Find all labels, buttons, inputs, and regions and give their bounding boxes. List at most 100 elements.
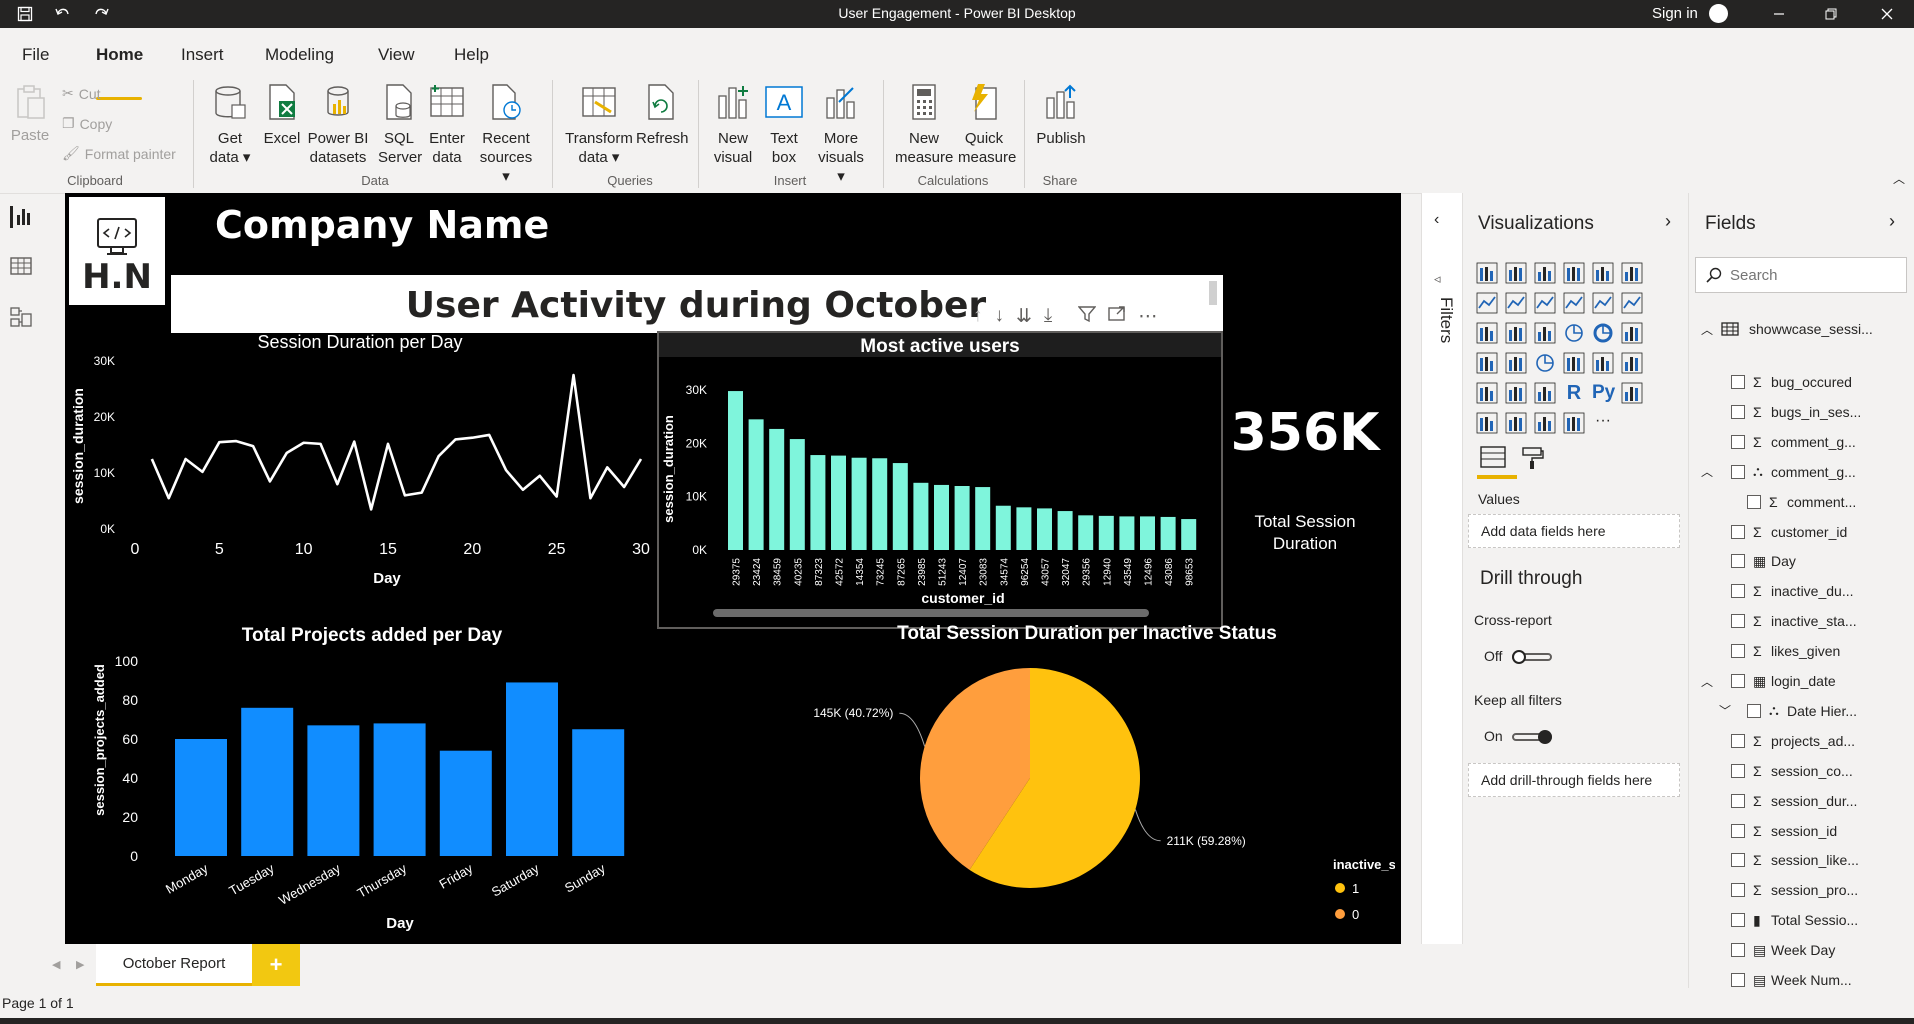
qa-icon[interactable] (1505, 412, 1527, 434)
values-drop-well[interactable]: Add data fields here (1468, 514, 1680, 548)
drill-down-icon[interactable]: ↓ (994, 305, 1005, 326)
expand-fields-icon[interactable]: › (1889, 211, 1895, 231)
100-bar-icon[interactable] (1592, 262, 1614, 284)
tab-view[interactable]: View (378, 45, 415, 64)
drill-through-drop-well[interactable]: Add drill-through fields here (1468, 763, 1680, 797)
minimize-icon[interactable] (1756, 0, 1802, 28)
more-visuals-icon[interactable]: ··· (1595, 412, 1611, 429)
more-visuals-button[interactable]: More visuals ▾ (814, 84, 868, 186)
most-active-users-visual[interactable] (657, 331, 1223, 629)
heading-textbox[interactable]: User Activity during October (171, 275, 1223, 333)
publish-button[interactable]: Publish (1034, 84, 1088, 148)
stacked-area-icon[interactable] (1534, 292, 1556, 314)
collapse-filters-icon[interactable]: ‹ (1434, 211, 1440, 228)
tab-modeling[interactable]: Modeling (265, 45, 334, 64)
field-item[interactable]: ▦ Day (1689, 546, 1914, 576)
field-checkbox[interactable] (1731, 973, 1745, 987)
textbox-scrollbar[interactable] (1209, 281, 1217, 305)
gauge-icon[interactable] (1534, 352, 1556, 374)
refresh-button[interactable]: Refresh (636, 84, 689, 148)
chevron-up-icon[interactable]: ︿ (1701, 674, 1714, 689)
tab-home[interactable]: Home (96, 45, 144, 64)
new-visual-button[interactable]: New visual (711, 84, 755, 167)
filled-map-icon[interactable] (1505, 352, 1527, 374)
field-checkbox[interactable] (1731, 943, 1745, 958)
report-view-icon[interactable] (10, 206, 32, 228)
power-bi-datasets-button[interactable]: Power BI datasets (306, 84, 370, 167)
focus-mode-icon[interactable] (1108, 305, 1126, 329)
search-input[interactable] (1730, 266, 1900, 284)
expand-all-icon[interactable]: ⇊ (1016, 306, 1032, 327)
text-box-button[interactable]: A Text box (762, 84, 806, 167)
filters-label[interactable]: Filters (1437, 297, 1456, 344)
enter-data-button[interactable]: Enter data (426, 84, 468, 167)
line-column-icon[interactable] (1563, 292, 1585, 314)
tab-insert[interactable]: Insert (181, 45, 224, 64)
treemap-icon[interactable] (1621, 322, 1643, 344)
field-item[interactable]: ▤ Week Num... (1689, 965, 1914, 995)
table-icon[interactable] (1505, 382, 1527, 404)
field-checkbox[interactable] (1731, 853, 1745, 868)
add-page-button[interactable]: + (252, 944, 300, 986)
field-item[interactable]: ︿ ▦ login_date (1689, 666, 1914, 696)
waterfall-icon[interactable] (1476, 322, 1498, 344)
format-paint-roller-icon[interactable] (1519, 445, 1549, 471)
clustered-column-icon[interactable] (1563, 262, 1585, 284)
field-checkbox[interactable] (1747, 703, 1761, 718)
donut-icon[interactable] (1592, 322, 1614, 344)
field-checkbox[interactable] (1731, 913, 1745, 928)
clustered-bar-icon[interactable] (1534, 262, 1556, 284)
sign-in-link[interactable]: Sign in (1652, 5, 1698, 22)
expand-hierarchy-icon[interactable]: ⤓ (1043, 305, 1053, 326)
cut-button[interactable]: ✂ Cut (62, 85, 101, 102)
expand-visualizations-icon[interactable]: › (1665, 211, 1671, 231)
multirow-card-icon[interactable] (1592, 352, 1614, 374)
field-checkbox[interactable] (1731, 674, 1745, 688)
card-icon[interactable] (1563, 352, 1585, 374)
avatar[interactable] (1709, 4, 1728, 23)
field-checkbox[interactable] (1731, 584, 1745, 599)
get-data-button[interactable]: Get data ▾ (206, 84, 254, 167)
save-icon[interactable] (11, 2, 39, 26)
field-checkbox[interactable] (1731, 524, 1745, 539)
field-item[interactable]: ︿ ⛬ comment_g... (1689, 457, 1914, 487)
field-checkbox[interactable] (1731, 763, 1745, 778)
pie-icon[interactable] (1563, 322, 1585, 344)
more-options-icon[interactable]: ⋯ (1138, 306, 1158, 327)
filter-icon[interactable] (1077, 305, 1097, 329)
field-checkbox[interactable] (1731, 464, 1745, 479)
field-checkbox[interactable] (1731, 375, 1745, 389)
ribbon-chart-icon[interactable] (1621, 292, 1643, 314)
field-item[interactable]: ▮ Total Sessio... (1689, 905, 1914, 935)
100-column-icon[interactable] (1621, 262, 1643, 284)
slicer-icon[interactable] (1476, 382, 1498, 404)
format-painter-button[interactable]: 🖌 Format painter (62, 145, 176, 162)
field-checkbox[interactable] (1731, 614, 1745, 629)
field-checkbox[interactable] (1731, 823, 1745, 838)
copy-button[interactable]: ❐ Copy (62, 115, 112, 132)
page-tab-october-report[interactable]: October Report (96, 944, 252, 986)
key-influencers-icon[interactable] (1621, 382, 1643, 404)
line-clustered-icon[interactable] (1592, 292, 1614, 314)
restore-icon[interactable] (1808, 0, 1854, 28)
chevron-up-icon[interactable]: ︿ (1701, 465, 1714, 480)
redo-icon[interactable] (87, 2, 115, 26)
matrix-icon[interactable] (1534, 382, 1556, 404)
map-icon[interactable] (1476, 352, 1498, 374)
field-checkbox[interactable] (1731, 554, 1745, 569)
field-checkbox[interactable] (1731, 404, 1745, 419)
area-chart-icon[interactable] (1505, 292, 1527, 314)
paginated-icon[interactable] (1563, 412, 1585, 434)
decomposition-tree-icon[interactable] (1476, 412, 1498, 434)
data-view-icon[interactable] (10, 256, 32, 278)
